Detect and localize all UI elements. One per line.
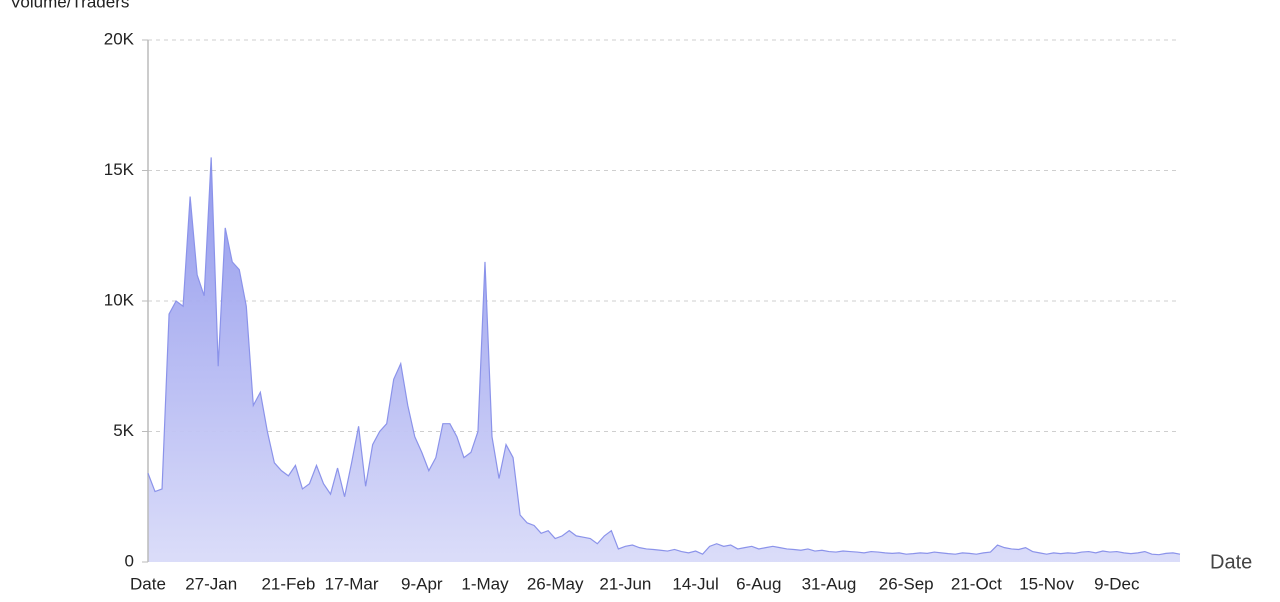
x-tick-label: 14-Jul [672,574,718,593]
y-tick-label: 5K [113,421,134,440]
y-tick-label: 0 [125,551,134,570]
x-axis-title: Date [1210,551,1252,573]
x-tick-label: 9-Apr [401,574,443,593]
x-tick-label: 21-Jun [599,574,651,593]
x-tick-label: 6-Aug [736,574,781,593]
y-axis-title: Volume/Traders [10,0,129,11]
area-line [147,157,1181,556]
x-tick-label: 15-Nov [1019,574,1074,593]
y-tick-label: 20K [104,29,135,48]
x-tick-label: 21-Oct [951,574,1002,593]
x-tick-label: 17-Mar [325,574,379,593]
y-tick-label: 15K [104,160,135,179]
x-tick-label: 9-Dec [1094,574,1140,593]
x-tick-label: Date [130,574,166,593]
x-tick-label: 26-Sep [879,574,934,593]
y-tick-label: 10K [104,290,135,309]
area [148,157,1180,562]
x-tick-label: 27-Jan [185,574,237,593]
x-tick-label: 26-May [527,574,584,593]
x-tick-label: 1-May [461,574,509,593]
x-tick-label: 31-Aug [802,574,857,593]
x-tick-label: 21-Feb [261,574,315,593]
